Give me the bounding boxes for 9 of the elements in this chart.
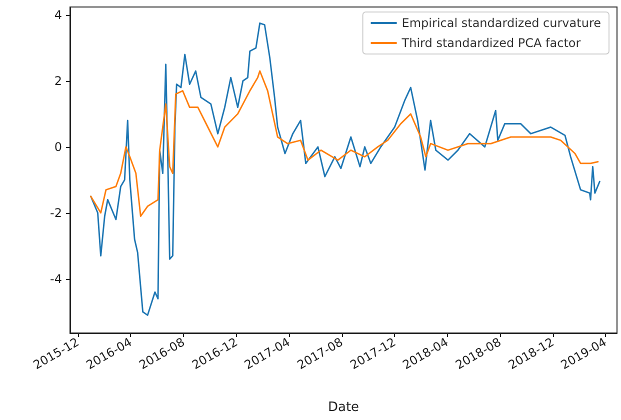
y-tick-label: 0 [54, 140, 62, 154]
line-series [90, 70, 599, 217]
y-tick-label: 2 [54, 74, 62, 88]
legend-label: Third standardized PCA factor [400, 36, 581, 50]
y-tick-label: 4 [54, 8, 62, 22]
legend-label: Empirical standardized curvature [402, 16, 601, 30]
y-tick-label: -4 [50, 272, 62, 286]
y-tick-label: -2 [50, 206, 62, 220]
x-axis-title: Date [328, 400, 360, 415]
